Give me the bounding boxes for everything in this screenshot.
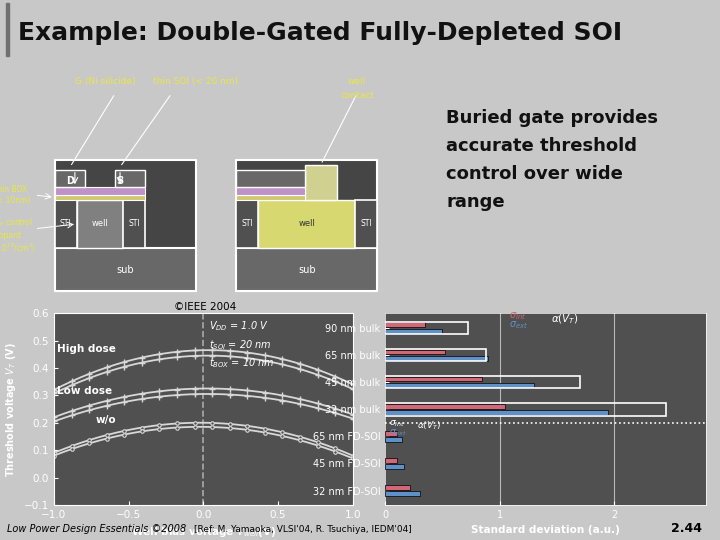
Text: Buried gate provides
accurate threshold
control over wide
range: Buried gate provides accurate threshold … xyxy=(446,109,658,211)
Bar xyxy=(55,195,145,200)
Text: w/o: w/o xyxy=(96,415,117,425)
Bar xyxy=(385,485,410,490)
Bar xyxy=(385,458,397,463)
Bar xyxy=(55,248,196,291)
Text: STI: STI xyxy=(241,219,253,228)
Text: $\sigma_{ext}$: $\sigma_{ext}$ xyxy=(509,319,528,330)
Text: thin BOX
(< 10nm): thin BOX (< 10nm) xyxy=(0,185,31,205)
Bar xyxy=(55,187,145,195)
Bar xyxy=(385,410,608,415)
Text: ©IEEE 2004: ©IEEE 2004 xyxy=(174,302,236,313)
Bar xyxy=(236,187,305,195)
Text: High dose: High dose xyxy=(57,344,116,354)
Text: D: D xyxy=(66,176,74,186)
Bar xyxy=(55,200,77,248)
Bar xyxy=(77,200,123,248)
Bar xyxy=(355,200,377,248)
Text: Low Power Design Essentials ©2008: Low Power Design Essentials ©2008 xyxy=(7,524,186,534)
Text: $\sigma_{int}$: $\sigma_{int}$ xyxy=(509,310,526,322)
Bar xyxy=(385,349,445,354)
Bar xyxy=(385,322,467,334)
Bar xyxy=(236,248,377,291)
Text: [Ref: M. Yamaoka, VLSI'04, R. Tsuchiya, IEDM'04]: [Ref: M. Yamaoka, VLSI'04, R. Tsuchiya, … xyxy=(194,525,412,534)
Text: sub: sub xyxy=(117,265,134,275)
Bar xyxy=(385,403,665,416)
Bar xyxy=(6,3,9,56)
Bar xyxy=(55,160,196,291)
Bar xyxy=(236,170,305,187)
Bar xyxy=(385,322,426,327)
Text: well: well xyxy=(91,219,109,228)
Bar xyxy=(385,376,482,381)
Text: STI: STI xyxy=(361,219,372,228)
Text: $\sigma_{int}$: $\sigma_{int}$ xyxy=(389,418,405,429)
Text: G (Ni silicide): G (Ni silicide) xyxy=(75,77,135,86)
X-axis label: Well-bias voltage $V_{well}$(V): Well-bias voltage $V_{well}$(V) xyxy=(130,525,276,539)
Text: $\alpha(V_T)$: $\alpha(V_T)$ xyxy=(551,312,579,326)
Text: thin SOI (< 20 nm): thin SOI (< 20 nm) xyxy=(153,77,238,86)
Bar xyxy=(385,403,505,408)
Text: Example: Double-Gated Fully-Depleted SOI: Example: Double-Gated Fully-Depleted SOI xyxy=(18,21,622,45)
X-axis label: Standard deviation (a.u.): Standard deviation (a.u.) xyxy=(471,525,620,535)
Text: 2.44: 2.44 xyxy=(671,522,702,535)
Bar xyxy=(305,165,337,200)
Bar xyxy=(385,431,397,436)
Bar xyxy=(385,376,580,388)
Bar xyxy=(55,170,85,187)
Bar xyxy=(258,200,355,248)
Bar xyxy=(385,383,534,388)
Bar xyxy=(385,464,403,469)
Bar xyxy=(123,200,145,248)
Text: STI: STI xyxy=(129,219,140,228)
Bar xyxy=(236,200,258,248)
Text: $\alpha(V_T)$: $\alpha(V_T)$ xyxy=(418,420,441,433)
Text: Low dose: Low dose xyxy=(57,386,112,396)
Text: sub: sub xyxy=(298,265,315,275)
Bar xyxy=(115,170,145,187)
Text: $\sigma_{ext}$: $\sigma_{ext}$ xyxy=(389,427,407,438)
Bar xyxy=(385,437,402,442)
Text: $V_T$ control
dopant
(10$^{18}$/cm$^3$): $V_T$ control dopant (10$^{18}$/cm$^3$) xyxy=(0,217,36,255)
Text: S: S xyxy=(117,176,124,186)
Text: $V_{DD}$ = 1.0 V
$t_{SOI}$ = 20 nm
$t_{BOX}$ = 10 nm: $V_{DD}$ = 1.0 V $t_{SOI}$ = 20 nm $t_{B… xyxy=(210,319,275,370)
Bar xyxy=(385,329,442,334)
Bar xyxy=(236,195,305,200)
Y-axis label: Threshold voltage $V_T$ (V): Threshold voltage $V_T$ (V) xyxy=(4,342,18,476)
Text: STI: STI xyxy=(60,219,71,228)
Bar xyxy=(385,491,420,496)
Text: well: well xyxy=(348,77,366,86)
Bar xyxy=(385,349,486,361)
Bar xyxy=(236,160,377,291)
Bar xyxy=(385,356,488,361)
Text: contact: contact xyxy=(340,91,374,100)
Text: well: well xyxy=(298,219,315,228)
